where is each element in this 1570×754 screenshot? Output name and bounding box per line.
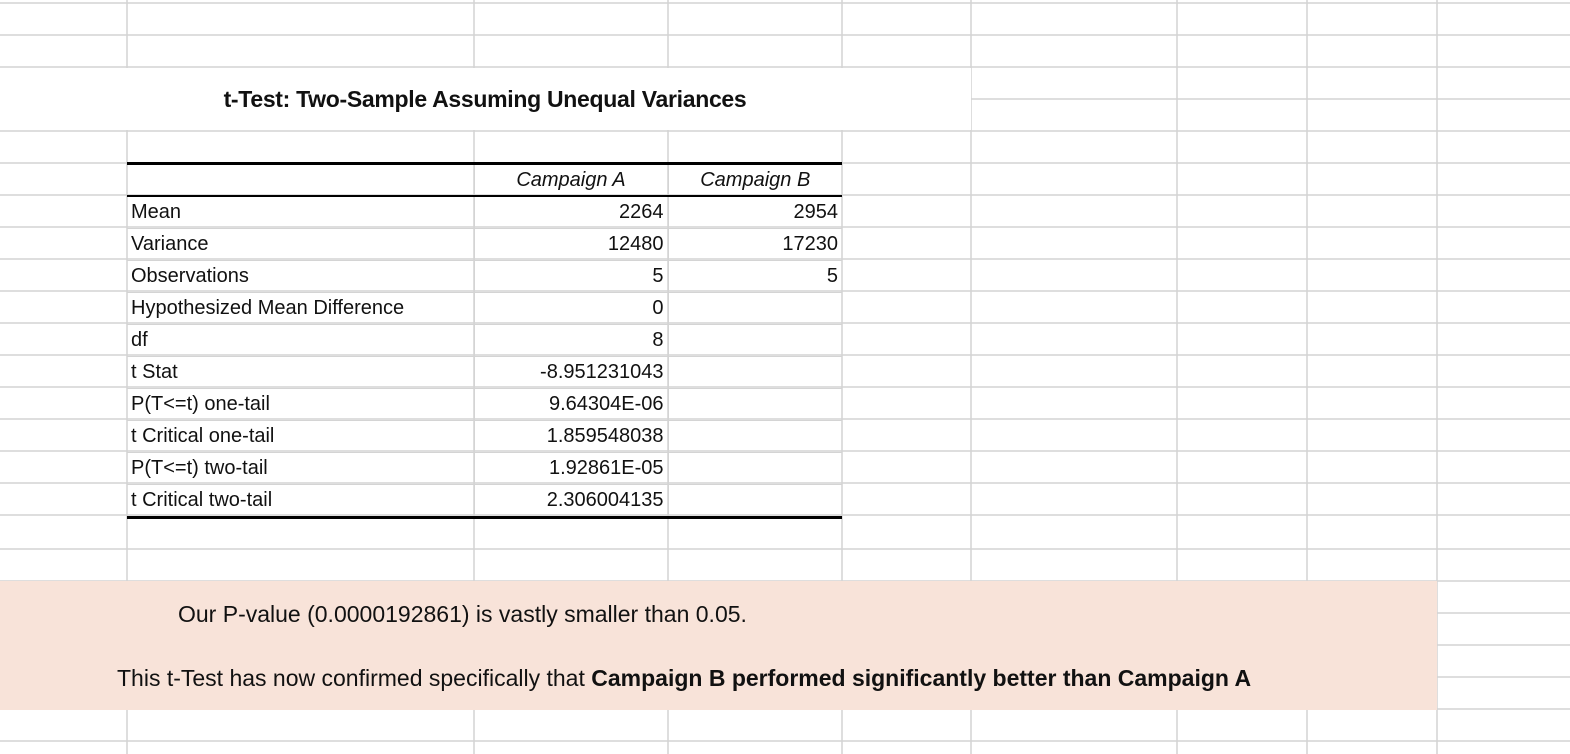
row-label[interactable]: Mean — [127, 196, 475, 229]
table-row: Mean 2264 2954 — [127, 196, 842, 229]
row-label[interactable]: t Critical one-tail — [127, 420, 475, 453]
table-header-row: Campaign A Campaign B — [127, 162, 842, 197]
table-row: Hypothesized Mean Difference 0 — [127, 292, 842, 325]
conclusion-line-2[interactable]: This t-Test has now confirmed specifical… — [117, 661, 1251, 695]
value-campaign-a[interactable]: 9.64304E-06 — [474, 388, 669, 421]
row-label[interactable]: Hypothesized Mean Difference — [127, 292, 475, 325]
table-row: Variance 12480 17230 — [127, 228, 842, 261]
value-campaign-b[interactable] — [668, 356, 842, 389]
value-campaign-b[interactable] — [668, 420, 842, 453]
conclusion-bold: Campaign B performed significantly bette… — [591, 665, 1252, 691]
row-label[interactable]: t Stat — [127, 356, 475, 389]
value-campaign-b[interactable] — [668, 292, 842, 325]
value-campaign-b[interactable]: 2954 — [668, 196, 842, 229]
table-row: df 8 — [127, 324, 842, 357]
row-label[interactable]: df — [127, 324, 475, 357]
ttest-results-table: Campaign A Campaign B Mean 2264 2954 Varian… — [127, 162, 842, 519]
conclusion-box — [0, 581, 1437, 710]
value-campaign-a[interactable]: 5 — [474, 260, 669, 293]
value-campaign-b[interactable] — [668, 388, 842, 421]
row-label[interactable]: P(T<=t) two-tail — [127, 452, 475, 485]
value-campaign-b[interactable]: 5 — [668, 260, 842, 293]
table-row: t Critical one-tail 1.859548038 — [127, 420, 842, 453]
header-campaign-b[interactable]: Campaign B — [668, 162, 842, 197]
table-row: t Critical two-tail 2.306004135 — [127, 484, 842, 519]
conclusion-line-1[interactable]: Our P-value (0.0000192861) is vastly sma… — [178, 601, 747, 627]
table-row: t Stat -8.951231043 — [127, 356, 842, 389]
value-campaign-b[interactable] — [668, 484, 842, 519]
row-label[interactable]: t Critical two-tail — [127, 484, 475, 519]
value-campaign-a[interactable]: 8 — [474, 324, 669, 357]
table-row: P(T<=t) two-tail 1.92861E-05 — [127, 452, 842, 485]
row-label[interactable]: P(T<=t) one-tail — [127, 388, 475, 421]
value-campaign-a[interactable]: 1.859548038 — [474, 420, 669, 453]
value-campaign-b[interactable] — [668, 324, 842, 357]
value-campaign-a[interactable]: 12480 — [474, 228, 669, 261]
header-blank[interactable] — [127, 162, 475, 197]
value-campaign-b[interactable]: 17230 — [668, 228, 842, 261]
value-campaign-a[interactable]: 2.306004135 — [474, 484, 669, 519]
table-row: Observations 5 5 — [127, 260, 842, 293]
header-campaign-a[interactable]: Campaign A — [474, 162, 669, 197]
page-title: t-Test: Two-Sample Assuming Unequal Vari… — [223, 86, 747, 112]
row-label[interactable]: Observations — [127, 260, 475, 293]
row-label[interactable]: Variance — [127, 228, 475, 261]
conclusion-prefix: This t-Test has now confirmed specifical… — [117, 665, 592, 691]
value-campaign-a[interactable]: 2264 — [474, 196, 669, 229]
value-campaign-a[interactable]: 1.92861E-05 — [474, 452, 669, 485]
value-campaign-a[interactable]: -8.951231043 — [474, 356, 669, 389]
value-campaign-a[interactable]: 0 — [474, 292, 669, 325]
value-campaign-b[interactable] — [668, 452, 842, 485]
table-row: P(T<=t) one-tail 9.64304E-06 — [127, 388, 842, 421]
title-area-background — [0, 68, 971, 130]
